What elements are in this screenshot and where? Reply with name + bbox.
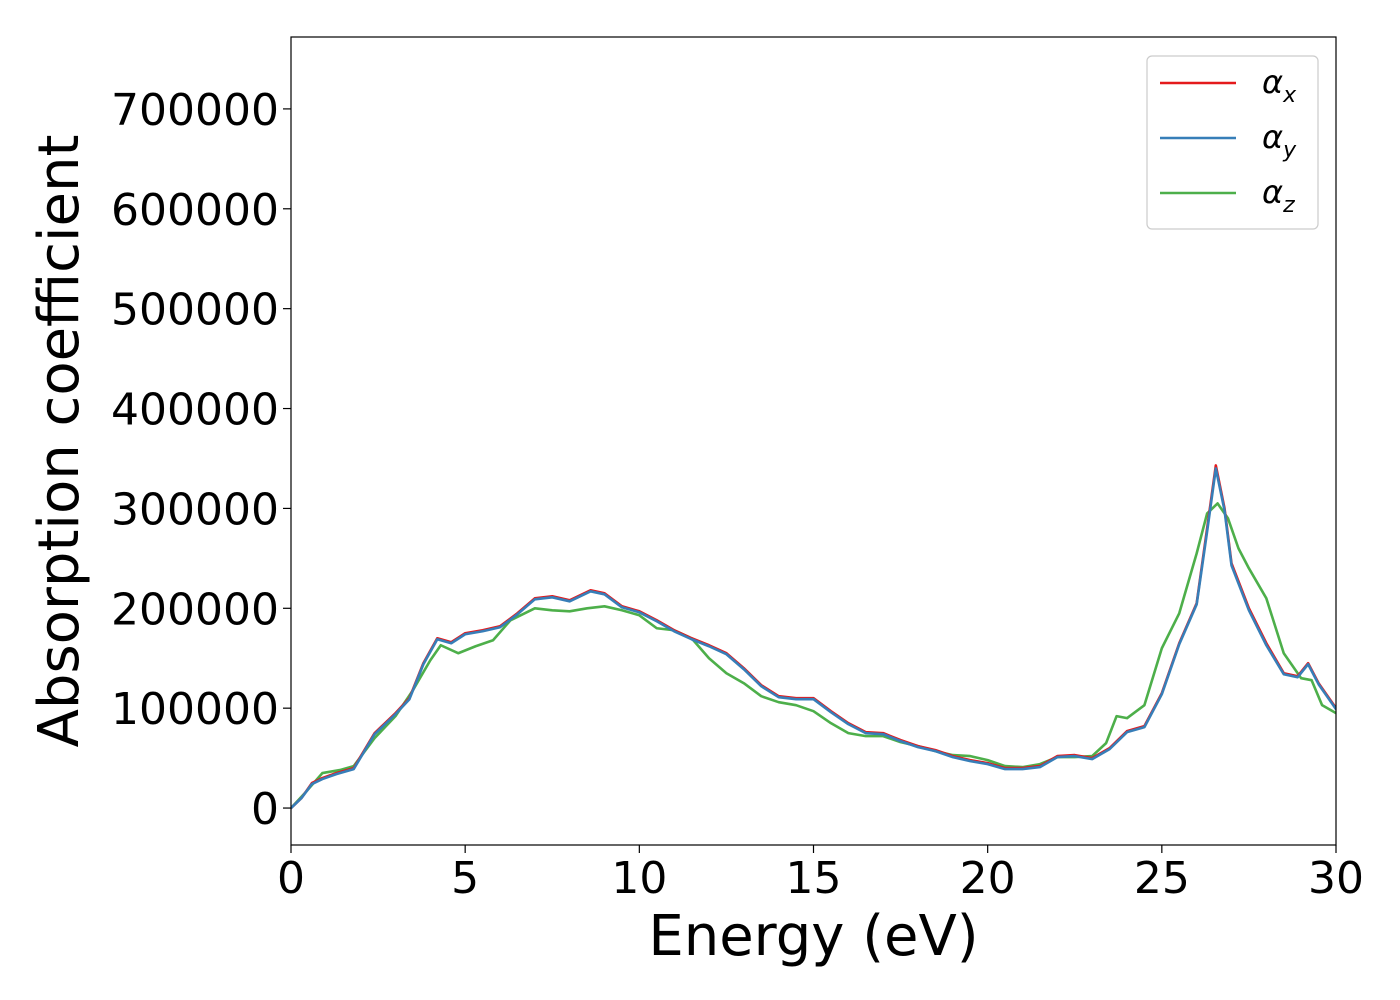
- y-tick-label: 200000: [111, 584, 279, 635]
- x-tick-label: 20: [960, 853, 1016, 904]
- series-line-alpha-y: [291, 467, 1336, 810]
- y-tick-label: 700000: [111, 85, 279, 136]
- legend-subscript: z: [1282, 193, 1295, 218]
- legend-subscript: y: [1282, 138, 1297, 163]
- x-tick-label: 0: [277, 853, 305, 904]
- y-tick-label: 500000: [111, 285, 279, 336]
- x-axis-label: Energy (eV): [648, 904, 978, 969]
- legend-subscript: x: [1282, 83, 1297, 108]
- y-tick-label: 600000: [111, 185, 279, 236]
- legend-label-z: αz: [1262, 173, 1295, 218]
- x-tick-label: 10: [611, 853, 667, 904]
- y-tick-label: 300000: [111, 484, 279, 535]
- y-tick-label: 400000: [111, 385, 279, 436]
- legend-symbol: α: [1262, 63, 1283, 101]
- x-tick-label: 25: [1134, 853, 1190, 904]
- y-axis-label: Absorption coefficient: [27, 135, 92, 748]
- legend-label-x: αx: [1262, 63, 1297, 108]
- legend-symbol: α: [1262, 118, 1283, 156]
- x-tick-label: 15: [786, 853, 842, 904]
- legend-symbol: α: [1262, 173, 1283, 211]
- legend-box: [1146, 55, 1319, 230]
- series-layer: [291, 464, 1336, 810]
- legend-label-y: αy: [1262, 118, 1297, 163]
- ticks-layer: 0 5 10 15 20 25 30 0 100000 200000 300000 400000 500…: [111, 85, 1364, 904]
- y-tick-label: 100000: [111, 684, 279, 735]
- x-tick-label: 30: [1308, 853, 1364, 904]
- x-tick-label: 5: [451, 853, 479, 904]
- series-line-alpha-z: [291, 502, 1336, 810]
- y-tick-label: 0: [251, 784, 279, 835]
